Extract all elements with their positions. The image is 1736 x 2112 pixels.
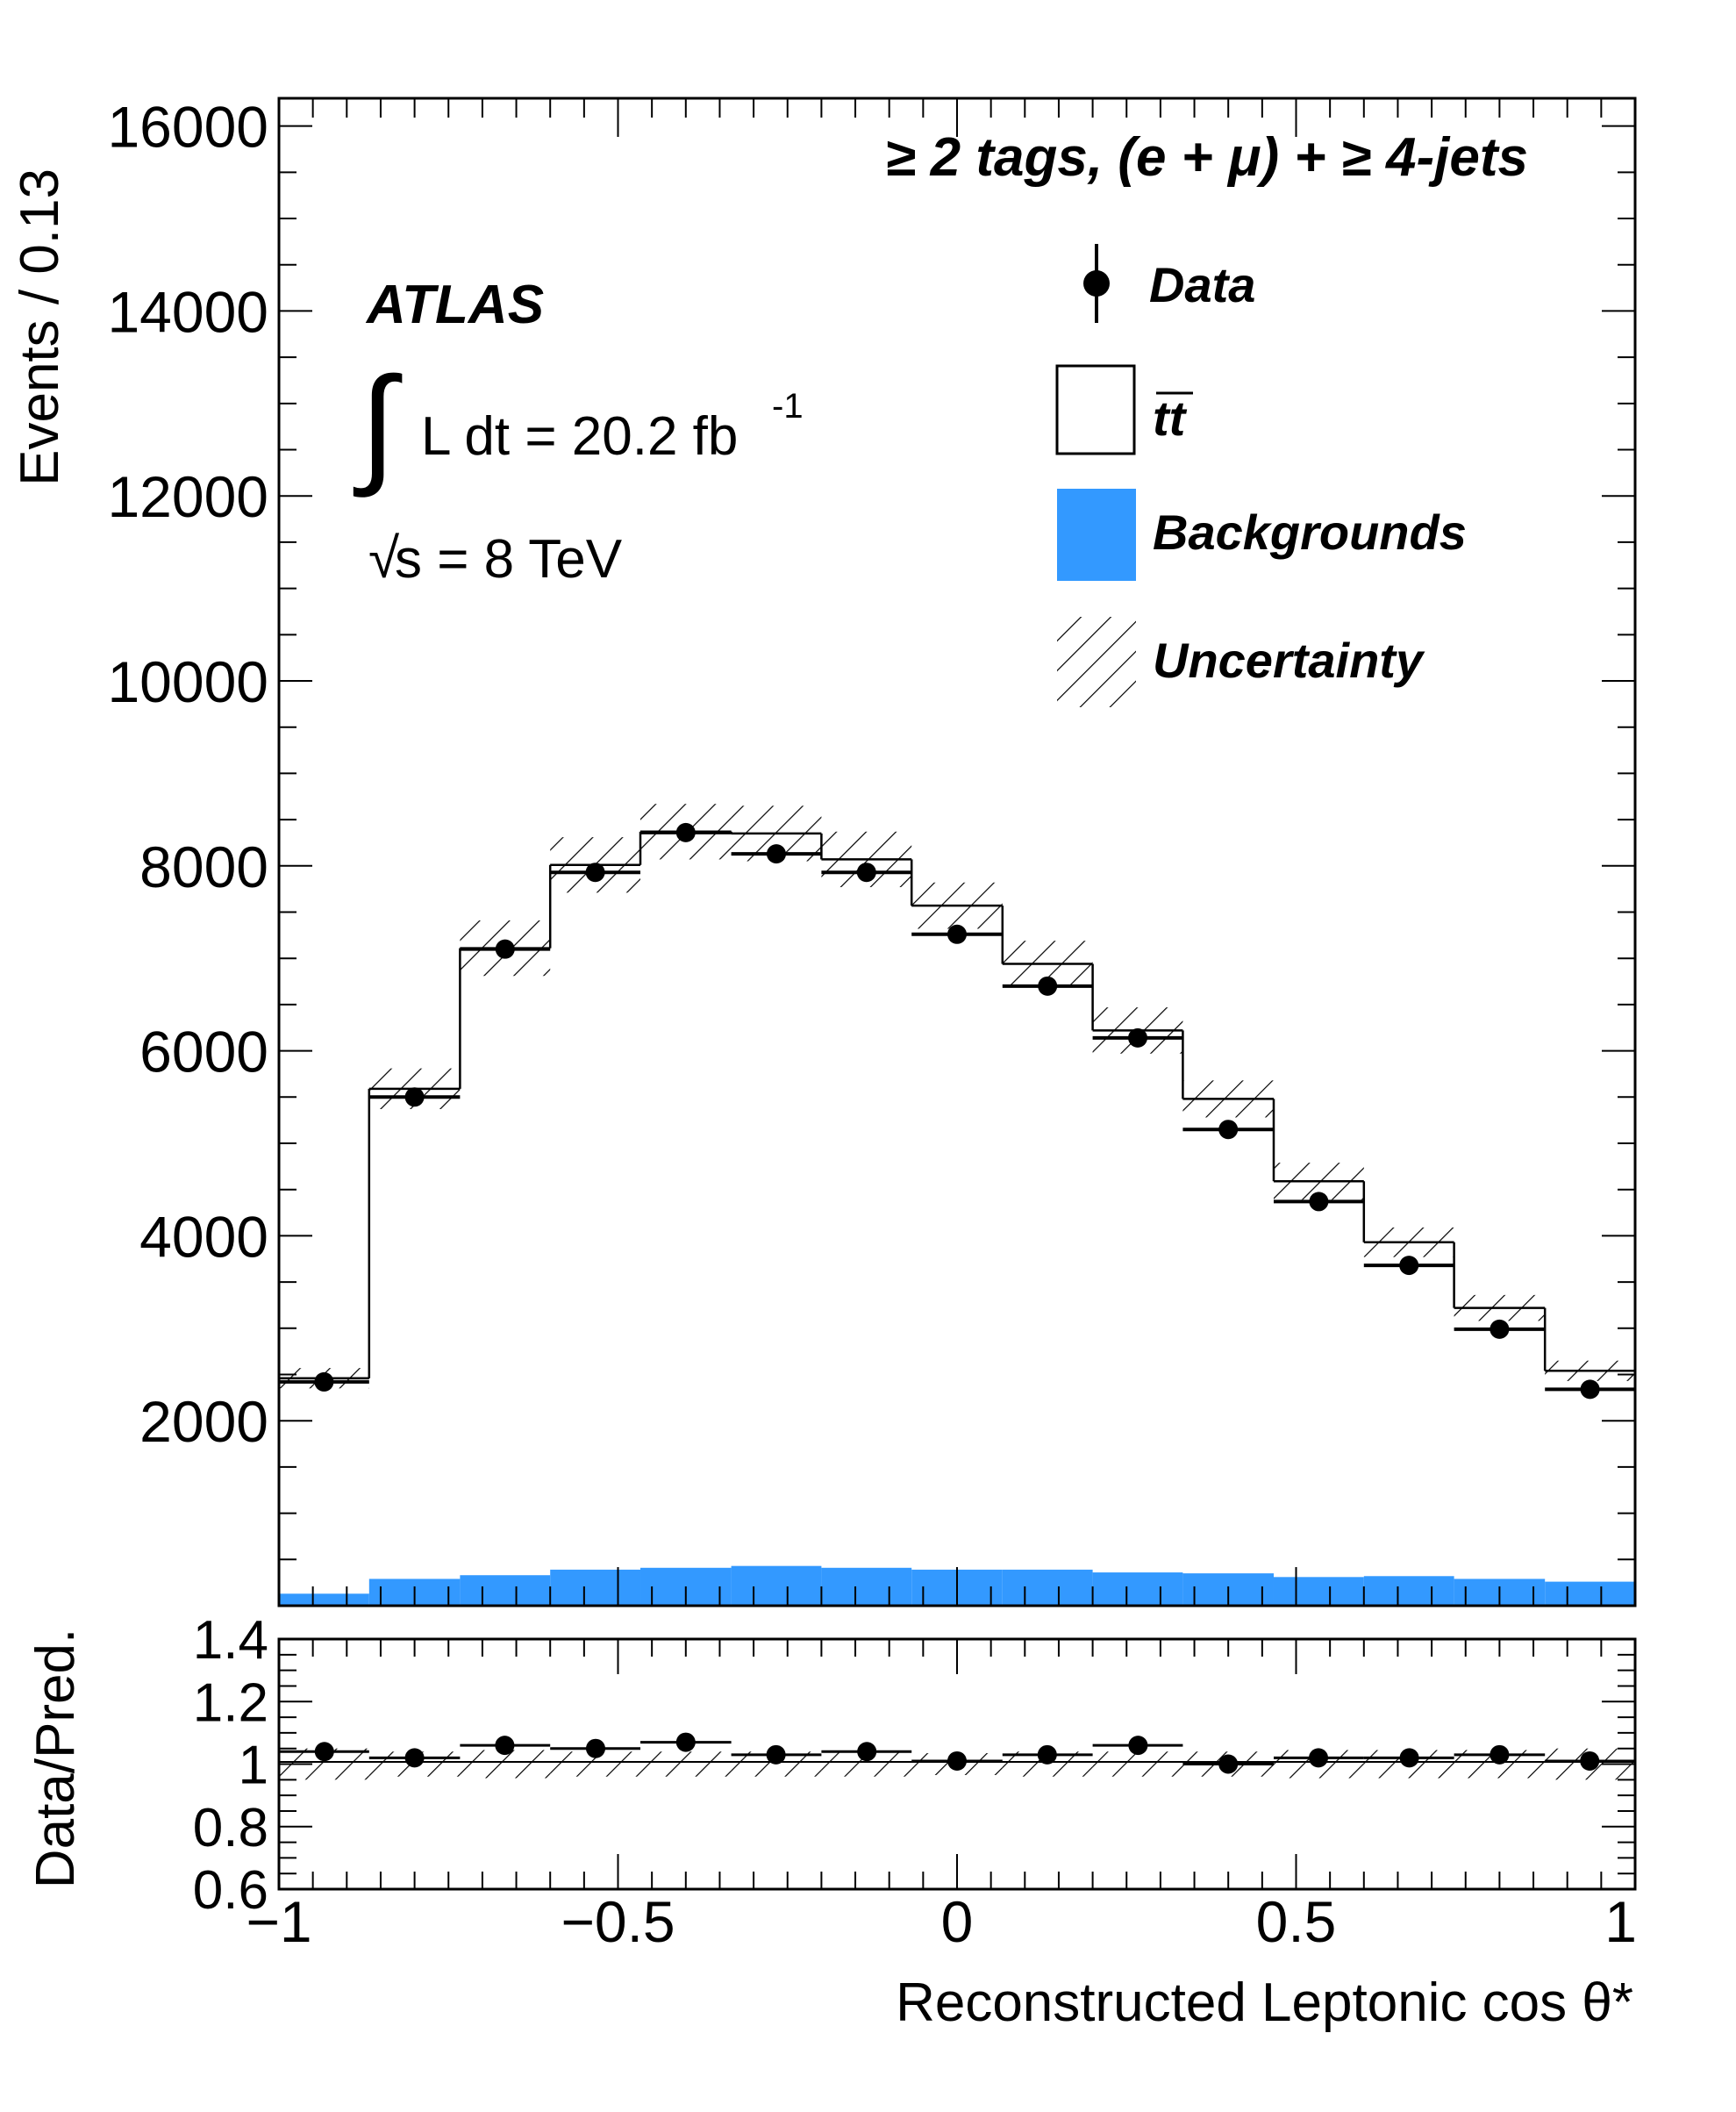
main-y-tick-label: 12000	[107, 464, 268, 529]
main-y-tick-labels: 2000 4000 6000 8000 10000 12000 14000 16000	[107, 95, 268, 1455]
ratio-point-14	[1580, 1750, 1600, 1771]
backgrounds-bar-2	[460, 1575, 551, 1606]
ratio-y-tick-label: 0.8	[193, 1798, 268, 1858]
x-tick-label: −0.5	[561, 1889, 675, 1954]
data-point-5	[766, 844, 786, 864]
legend-ttbar-swatch	[1055, 364, 1136, 455]
legend-label-data: Data	[1149, 257, 1255, 312]
ratio-point-8	[1037, 1744, 1057, 1765]
ratio-y-tick-labels: 0.60.811.21.4	[193, 1610, 268, 1921]
ratio-point-1	[404, 1748, 425, 1768]
legend-backgrounds-swatch	[1057, 489, 1136, 581]
ratio-y-tick-label: 0.6	[193, 1860, 268, 1921]
ratio-point-10	[1218, 1754, 1239, 1774]
backgrounds-bar-0	[279, 1593, 369, 1606]
x-tick-labels: −1 −0.5 0 0.5 1	[246, 1889, 1637, 1954]
atlas-label: ATLAS	[365, 275, 544, 335]
ratio-point-6	[857, 1742, 877, 1762]
uncertainty-bin-10	[1182, 1080, 1274, 1118]
x-axis-title: Reconstructed Leptonic cos θ*	[896, 1972, 1633, 2033]
x-tick-label: 0.5	[1256, 1889, 1337, 1954]
data-point-8	[1038, 976, 1058, 996]
legend-uncertainty-swatch	[1057, 617, 1136, 707]
backgrounds-bar-8	[1002, 1569, 1093, 1606]
main-axis-ticks	[278, 98, 1636, 1606]
data-point-4	[675, 822, 696, 842]
legend-data-marker	[1083, 270, 1110, 297]
ratio-point-5	[766, 1744, 786, 1765]
backgrounds-bar-6	[821, 1567, 912, 1606]
ratio-band-bin-4	[640, 1751, 732, 1777]
backgrounds-bar-5	[731, 1565, 822, 1606]
legend-entry-ttbar: tt	[1055, 364, 1193, 455]
ratio-axis-ticks	[278, 1638, 1636, 1890]
selection-label: ≥ 2 tags, (e + μ) + ≥ 4-jets	[885, 127, 1528, 188]
uncertainty-bin-7	[911, 882, 1003, 929]
legend-label-uncertainty: Uncertainty	[1153, 633, 1425, 688]
data-point-3	[585, 863, 605, 883]
lumi-label: L dt = 20.2 fb	[421, 406, 738, 467]
uncertainty-bin-12	[1363, 1227, 1454, 1257]
backgrounds-bar-11	[1273, 1577, 1364, 1606]
ratio-point-12	[1399, 1748, 1419, 1768]
backgrounds-bar-9	[1092, 1572, 1183, 1606]
backgrounds-bar-12	[1363, 1576, 1454, 1606]
ratio-y-tick-label: 1	[239, 1736, 268, 1796]
uncertainty-bin-14	[1545, 1360, 1635, 1381]
data-point-10	[1218, 1120, 1239, 1140]
main-y-tick-label: 14000	[107, 279, 268, 344]
ratio-point-2	[495, 1736, 515, 1756]
uncertainty-bin-13	[1454, 1294, 1546, 1321]
x-tick-label: 1	[1604, 1889, 1637, 1954]
data-point-7	[947, 924, 967, 944]
ratio-point-4	[675, 1732, 696, 1752]
legend-entry-backgrounds: Backgrounds	[1057, 489, 1467, 581]
ratio-y-tick-label: 1.2	[193, 1672, 268, 1733]
legend-label-backgrounds: Backgrounds	[1153, 505, 1467, 560]
ratio-points	[279, 1732, 1635, 1774]
legend: Data tt Backgrounds Uncertainty	[1055, 244, 1467, 707]
main-y-tick-label: 16000	[107, 95, 268, 160]
main-y-tick-label: 6000	[139, 1020, 268, 1085]
data-point-13	[1490, 1319, 1510, 1339]
main-y-tick-label: 2000	[139, 1389, 268, 1454]
ratio-point-7	[947, 1750, 967, 1771]
ratio-y-tick-label: 1.4	[193, 1610, 268, 1671]
backgrounds-bar-14	[1545, 1581, 1635, 1606]
ratio-point-9	[1128, 1736, 1148, 1756]
data-point-2	[495, 939, 515, 959]
legend-entry-data: Data	[1083, 244, 1255, 323]
ratio-point-11	[1309, 1748, 1329, 1768]
legend-label-ttbar: tt	[1153, 390, 1188, 446]
data-point-12	[1399, 1256, 1419, 1276]
data-point-1	[404, 1087, 425, 1107]
energy-root-sign: √	[368, 526, 400, 590]
x-tick-label: −1	[246, 1889, 311, 1954]
data-points	[279, 822, 1635, 1400]
main-y-tick-label: 8000	[139, 834, 268, 899]
energy-label: s = 8 TeV	[395, 529, 623, 590]
lumi-integral-sign: ∫	[353, 350, 403, 498]
lumi-exponent: -1	[772, 387, 804, 426]
data-point-9	[1128, 1027, 1148, 1048]
ratio-point-0	[314, 1742, 334, 1762]
main-y-axis-title: Events / 0.13	[10, 168, 70, 486]
data-point-14	[1580, 1379, 1600, 1400]
data-point-0	[314, 1371, 334, 1392]
x-tick-label: 0	[941, 1889, 974, 1954]
data-point-6	[856, 863, 876, 883]
main-y-tick-label: 10000	[107, 649, 268, 714]
main-y-tick-label: 4000	[139, 1204, 268, 1269]
ratio-point-3	[585, 1738, 605, 1758]
ratio-y-axis-title: Data/Pred.	[25, 1629, 86, 1888]
data-point-11	[1309, 1192, 1329, 1212]
legend-entry-uncertainty: Uncertainty	[1057, 617, 1425, 707]
uncertainty-band	[279, 804, 1635, 1389]
ratio-band-bin-9	[1092, 1751, 1183, 1777]
ratio-point-13	[1490, 1744, 1510, 1765]
backgrounds-bar-3	[550, 1569, 641, 1606]
